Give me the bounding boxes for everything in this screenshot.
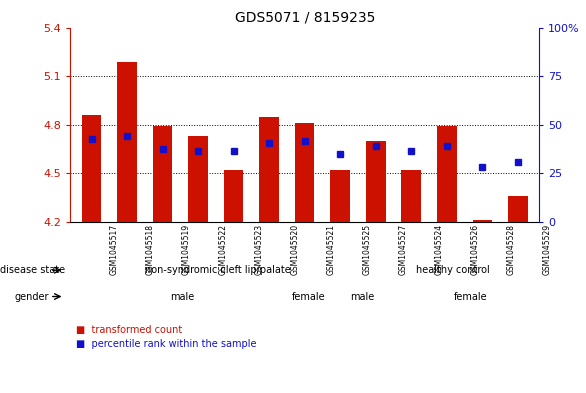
Title: GDS5071 / 8159235: GDS5071 / 8159235 <box>234 11 375 25</box>
Text: GSM1045525: GSM1045525 <box>362 224 372 275</box>
Text: female: female <box>454 292 488 301</box>
Text: GSM1045523: GSM1045523 <box>254 224 263 275</box>
Bar <box>401 170 421 222</box>
Bar <box>153 127 172 222</box>
Text: male: male <box>350 292 374 301</box>
Text: GSM1045520: GSM1045520 <box>290 224 299 275</box>
Bar <box>189 136 208 222</box>
Text: GSM1045528: GSM1045528 <box>507 224 516 275</box>
Text: gender: gender <box>15 292 49 301</box>
Bar <box>472 220 492 222</box>
Bar <box>437 127 456 222</box>
Bar <box>508 196 527 222</box>
Text: GSM1045521: GSM1045521 <box>326 224 335 275</box>
Bar <box>331 170 350 222</box>
Text: GSM1045517: GSM1045517 <box>110 224 119 275</box>
Bar <box>260 117 279 222</box>
Text: healthy control: healthy control <box>415 265 489 275</box>
Text: ■  transformed count: ■ transformed count <box>76 325 182 335</box>
Text: ■  percentile rank within the sample: ■ percentile rank within the sample <box>76 339 257 349</box>
Bar <box>366 141 386 222</box>
Text: GSM1045518: GSM1045518 <box>146 224 155 275</box>
Text: GSM1045529: GSM1045529 <box>543 224 552 275</box>
Text: disease state: disease state <box>0 265 65 275</box>
Text: GSM1045526: GSM1045526 <box>471 224 479 275</box>
Bar <box>295 123 315 222</box>
Text: GSM1045527: GSM1045527 <box>398 224 407 275</box>
Bar <box>224 170 243 222</box>
Text: non-syndromic cleft lip/palate: non-syndromic cleft lip/palate <box>145 265 291 275</box>
Text: female: female <box>291 292 325 301</box>
Bar <box>82 115 101 222</box>
Bar <box>117 62 137 222</box>
Text: male: male <box>170 292 194 301</box>
Text: GSM1045522: GSM1045522 <box>218 224 227 275</box>
Text: GSM1045519: GSM1045519 <box>182 224 191 275</box>
Text: GSM1045524: GSM1045524 <box>435 224 444 275</box>
